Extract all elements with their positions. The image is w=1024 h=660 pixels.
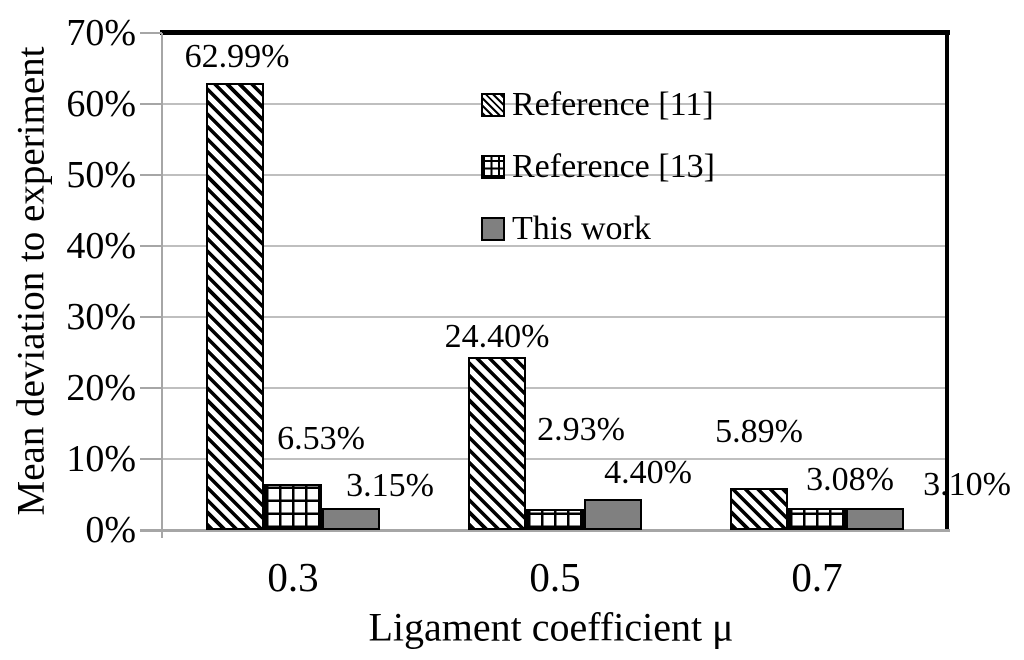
- bar-value-label: 4.40%: [604, 454, 692, 491]
- y-axis-tick: [140, 529, 162, 531]
- y-tick-label: 10%: [66, 438, 136, 480]
- gridline: [163, 245, 946, 247]
- y-tick-label: 70%: [66, 12, 136, 54]
- y-axis-tick: [140, 316, 162, 318]
- bar-value-label: 3.08%: [806, 461, 894, 498]
- gridline: [163, 387, 946, 389]
- bar-reference-13-: [788, 508, 846, 530]
- legend: Reference [11] Reference [13] This work: [481, 74, 715, 260]
- legend-item-this-work: This work: [481, 198, 715, 260]
- plot-border-top: [160, 30, 950, 35]
- y-tick-label: 0%: [85, 509, 136, 551]
- gray-swatch-icon: [481, 217, 505, 241]
- gridline: [163, 174, 946, 176]
- bar-reference-11-: [730, 488, 788, 530]
- y-axis-line: [161, 33, 163, 538]
- y-axis-tick: [140, 387, 162, 389]
- gridline: [163, 316, 946, 318]
- y-tick-label: 50%: [66, 154, 136, 196]
- bar-value-label: 3.10%: [923, 466, 1011, 503]
- x-axis-line: [140, 529, 950, 532]
- y-axis-tick: [140, 103, 162, 105]
- gridline: [163, 458, 946, 460]
- y-axis-tick: [140, 32, 162, 34]
- legend-label: Reference [13]: [512, 148, 715, 185]
- bar-value-label: 2.93%: [537, 411, 625, 448]
- legend-label: Reference [11]: [512, 86, 714, 123]
- y-axis-tick: [140, 245, 162, 247]
- y-axis-tick: [140, 174, 162, 176]
- y-axis-title: Mean deviation to experiment: [9, 46, 53, 516]
- diagonal-hatch-swatch-icon: [481, 93, 505, 117]
- grid-crosshatch-swatch-icon: [481, 155, 505, 179]
- legend-label: This work: [512, 210, 651, 247]
- plot-border-right: [945, 30, 949, 531]
- y-tick-label: 20%: [66, 367, 136, 409]
- bar-value-label: 24.40%: [444, 318, 550, 355]
- bar-reference-13-: [264, 483, 322, 530]
- bar-this-work: [584, 498, 642, 530]
- bar-reference-11-: [206, 82, 264, 530]
- gridline: [163, 103, 946, 105]
- y-tick-label: 40%: [66, 225, 136, 267]
- x-tick-label: 0.3: [267, 554, 319, 600]
- y-axis-tick: [140, 458, 162, 460]
- bar-value-label: 5.89%: [715, 413, 803, 450]
- bar-this-work: [846, 507, 904, 530]
- legend-item-reference-11: Reference [11]: [481, 74, 715, 136]
- bar-value-label: 6.53%: [277, 420, 365, 457]
- y-tick-label: 60%: [66, 83, 136, 125]
- x-tick-label: 0.5: [529, 554, 581, 600]
- x-tick-label: 0.7: [791, 554, 843, 600]
- bar-this-work: [322, 507, 380, 530]
- y-tick-label: 30%: [66, 296, 136, 338]
- bar-reference-11-: [468, 356, 526, 530]
- x-axis-title: Ligament coefficient μ: [368, 604, 734, 650]
- bar-reference-13-: [526, 509, 584, 530]
- bar-value-label: 3.15%: [346, 467, 434, 504]
- bar-value-label: 62.99%: [184, 38, 290, 75]
- legend-item-reference-13: Reference [13]: [481, 136, 715, 198]
